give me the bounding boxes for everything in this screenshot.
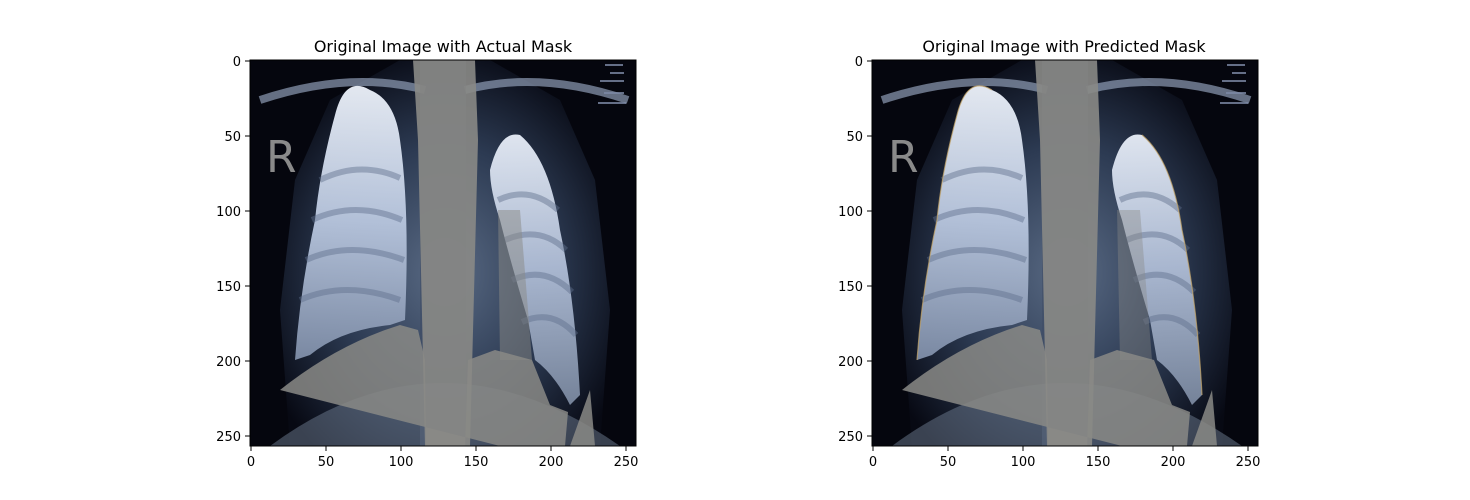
x-tick-label: 50: [318, 455, 335, 470]
x-tick-label: 150: [1086, 455, 1111, 470]
panel-title-actual: Original Image with Actual Mask: [314, 37, 573, 56]
x-axis-predicted: 0 50 100 150 200 250: [869, 446, 1261, 470]
x-tick-label: 250: [1236, 455, 1261, 470]
panel-title-predicted: Original Image with Predicted Mask: [922, 37, 1206, 56]
x-tick-label: 200: [539, 455, 564, 470]
y-tick-label: 150: [838, 280, 863, 295]
y-tick-label: 100: [216, 205, 241, 220]
y-tick-label: 0: [233, 55, 241, 70]
x-tick-label: 0: [247, 455, 255, 470]
x-tick-label: 50: [940, 455, 957, 470]
x-tick-label: 100: [1011, 455, 1036, 470]
x-axis-actual: 0 50 100 150 200 250: [247, 446, 639, 470]
x-tick-label: 250: [614, 455, 639, 470]
y-tick-label: 200: [838, 355, 863, 370]
y-tick-label: 0: [855, 55, 863, 70]
y-tick-label: 150: [216, 280, 241, 295]
xray-image-predicted: [872, 60, 1258, 446]
y-axis-predicted: 0 50 100 150 200 250: [838, 55, 872, 445]
panel-actual-mask: Original Image with Actual Mask 0 50 100…: [216, 37, 638, 470]
panel-predicted-mask: Original Image with Predicted Mask 0 50 …: [838, 37, 1260, 470]
y-tick-label: 250: [838, 430, 863, 445]
y-tick-label: 50: [224, 130, 241, 145]
x-tick-label: 200: [1161, 455, 1186, 470]
y-axis-actual: 0 50 100 150 200 250: [216, 55, 250, 445]
x-tick-label: 0: [869, 455, 877, 470]
y-tick-label: 50: [846, 130, 863, 145]
y-tick-label: 250: [216, 430, 241, 445]
x-tick-label: 150: [464, 455, 489, 470]
y-tick-label: 100: [838, 205, 863, 220]
y-tick-label: 200: [216, 355, 241, 370]
xray-image-actual: [250, 60, 636, 446]
x-tick-label: 100: [389, 455, 414, 470]
